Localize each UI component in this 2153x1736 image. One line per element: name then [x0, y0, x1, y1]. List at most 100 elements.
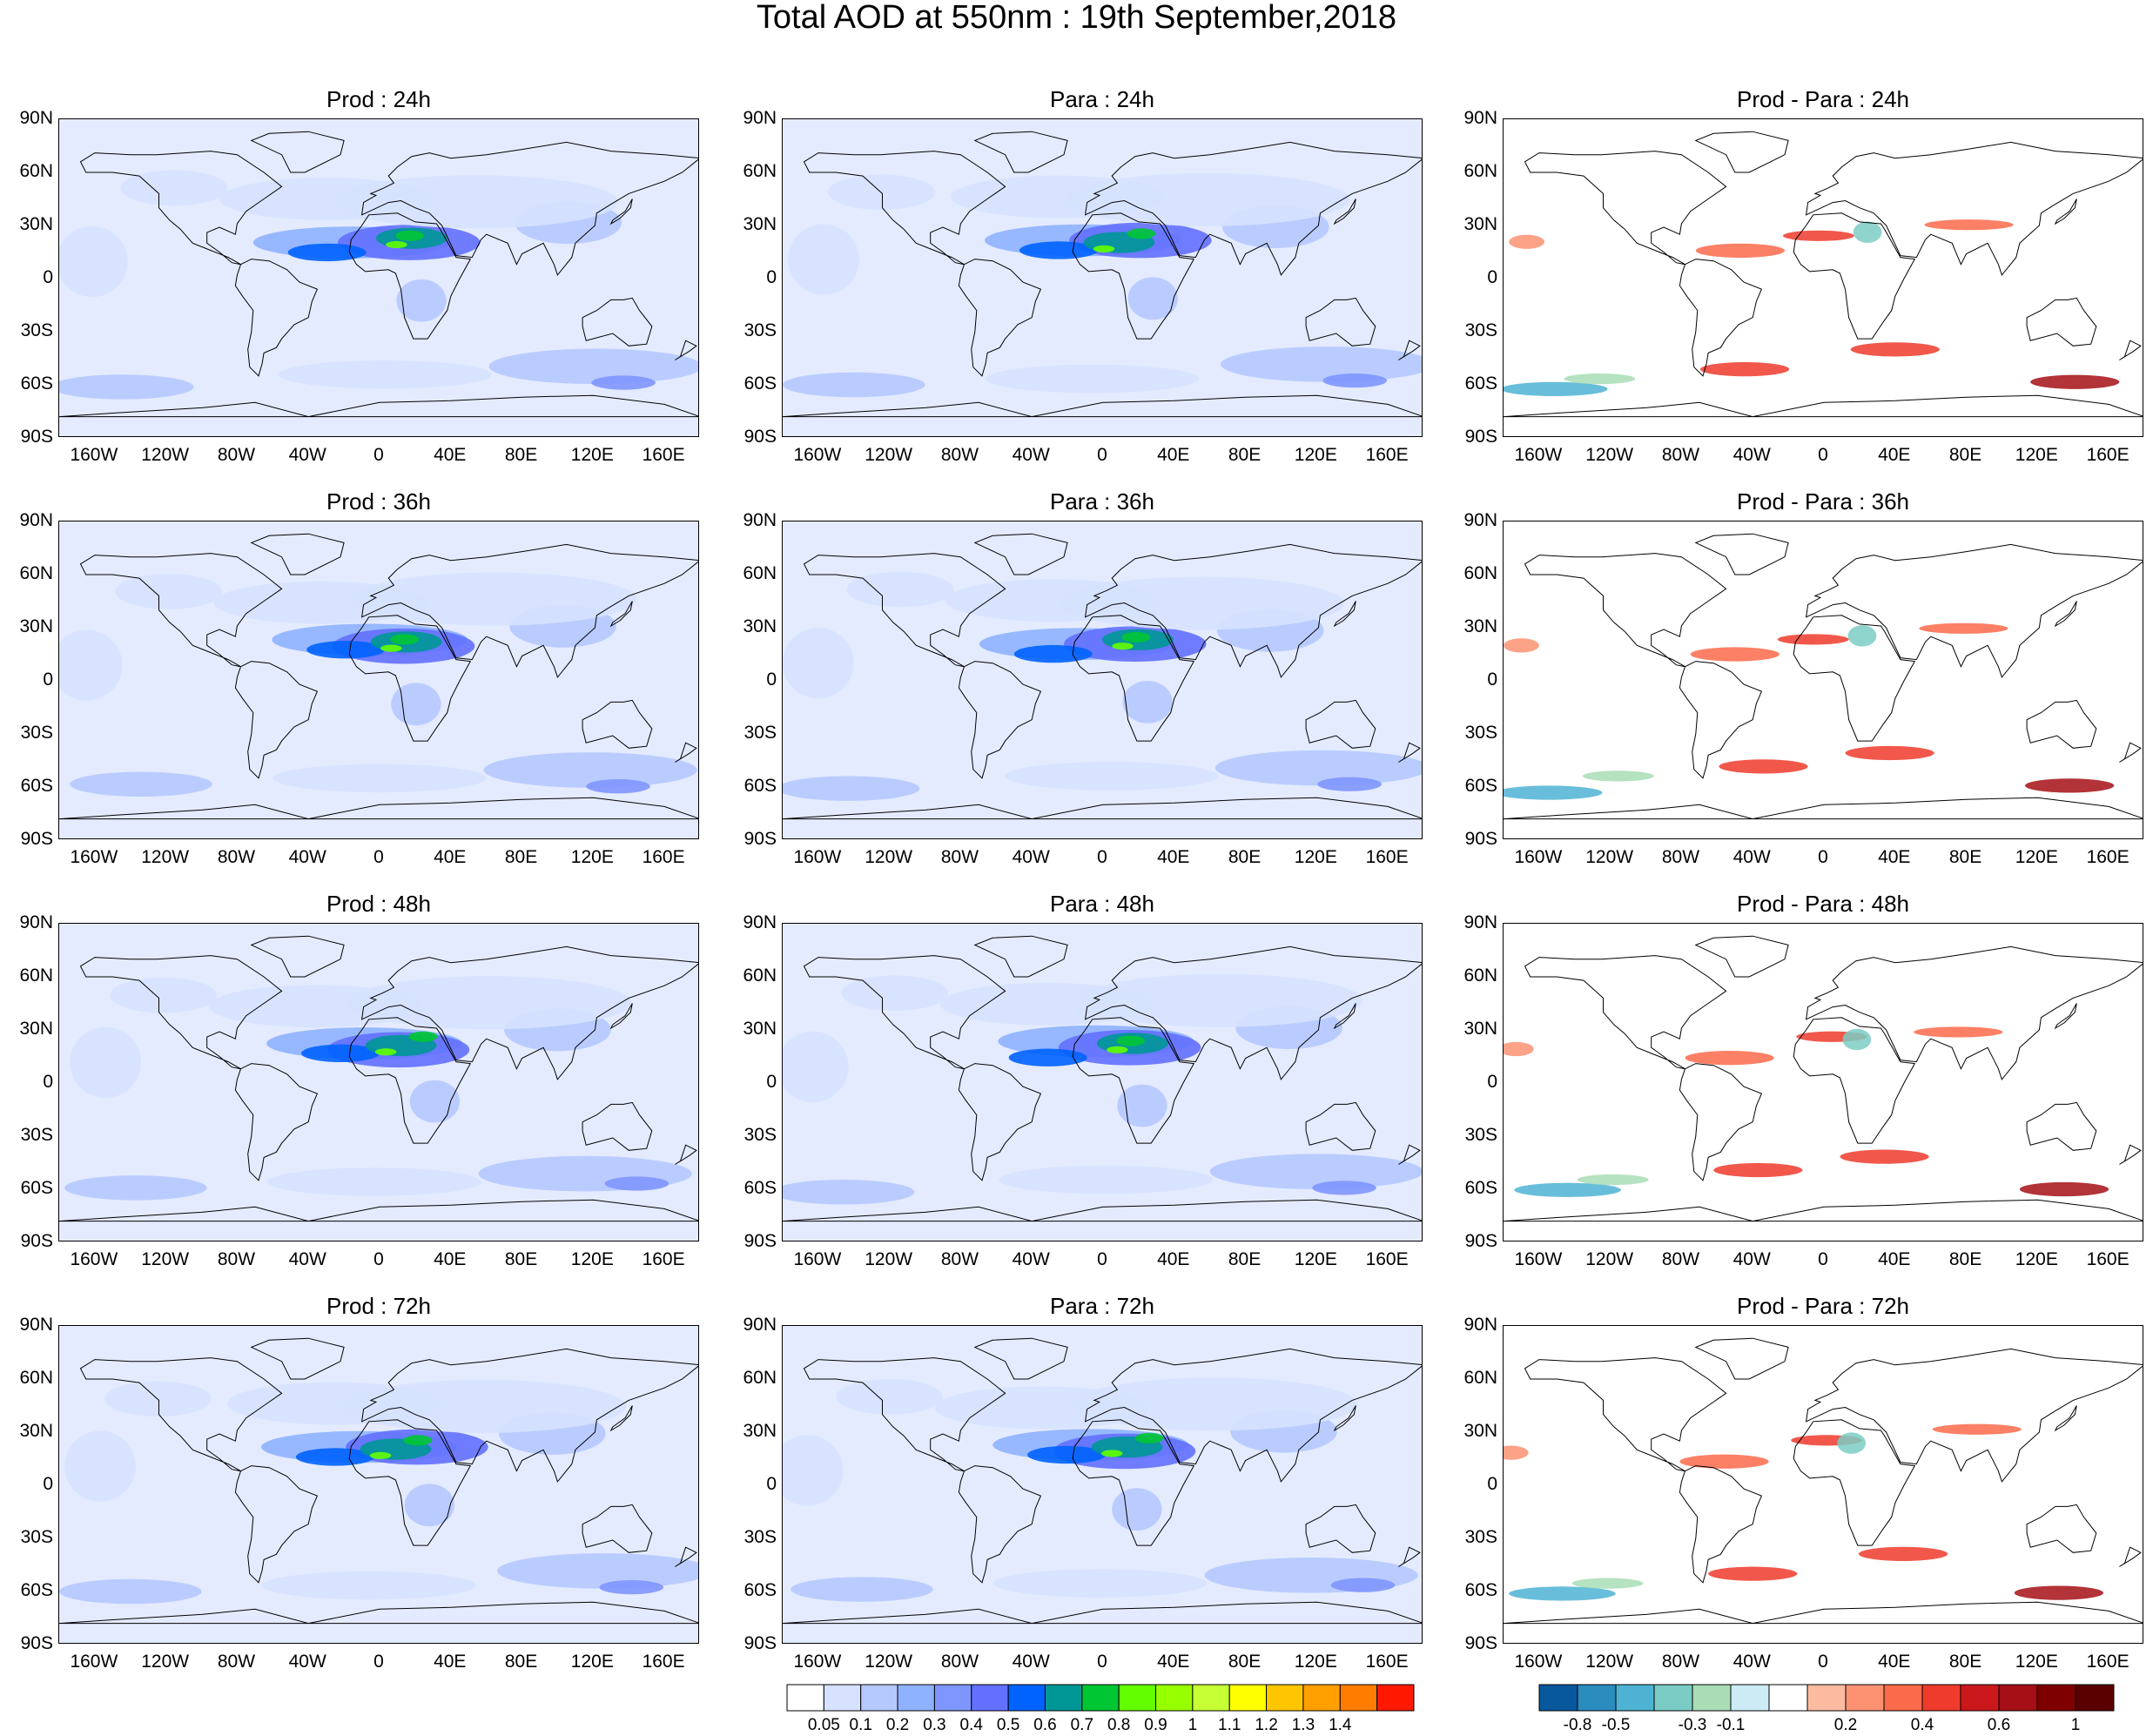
field-blob	[395, 230, 425, 241]
panel-title-diff-36: Prod - Para : 36h	[1737, 488, 1909, 515]
lon-tick-label: 0	[1097, 847, 1107, 867]
lon-tick-label: 40E	[1878, 445, 1911, 465]
colorbar-swatch	[1692, 1684, 1732, 1712]
coastline	[582, 1504, 653, 1553]
colorbar-swatch	[1807, 1684, 1847, 1712]
lon-tick-label: 120E	[570, 445, 614, 465]
colorbar-swatch	[1653, 1684, 1693, 1712]
field-blob	[783, 776, 920, 801]
aod-colorbar	[786, 1684, 1415, 1716]
lat-tick-label: 0	[1487, 1474, 1497, 1494]
lat-tick-label: 60S	[743, 373, 777, 394]
colorbar-swatch	[860, 1684, 898, 1712]
lon-tick-label: 80E	[1948, 1249, 1982, 1269]
lat-tick-label: 90N	[743, 108, 777, 128]
coastline	[59, 1199, 698, 1222]
lat-tick-label: 60N	[19, 966, 53, 986]
map-svg-diff-72	[1504, 1326, 2143, 1643]
coastline	[2026, 1504, 2097, 1553]
lon-tick-label: 160E	[642, 445, 685, 465]
colorbar-swatch	[1921, 1684, 1961, 1712]
field-blob	[1514, 1182, 1621, 1197]
map-prod-48	[58, 923, 699, 1241]
lon-tick-label: 120W	[865, 445, 913, 465]
lon-tick-label: 160W	[793, 445, 842, 465]
coastline	[348, 1017, 472, 1144]
colorbar-swatch	[1960, 1684, 2000, 1712]
lon-tick-label: 40E	[434, 847, 467, 867]
field-blob	[846, 571, 954, 608]
field-blob	[59, 1578, 202, 1605]
field-blob	[791, 1577, 933, 1602]
map-svg-para-24	[783, 119, 1422, 436]
lon-tick-label: 160W	[793, 1249, 842, 1269]
field-blob	[1127, 228, 1156, 239]
colorbar-label: 1.1	[1218, 1716, 1241, 1734]
coastline	[783, 394, 1422, 418]
field-blob	[1564, 373, 1636, 385]
lon-tick-label: 40W	[1732, 1652, 1771, 1672]
lat-tick-label: 0	[1487, 670, 1497, 690]
field-blob	[1919, 622, 2008, 634]
colorbar-swatch	[1883, 1684, 1923, 1712]
coastline	[2054, 1003, 2077, 1030]
lat-tick-label: 90S	[743, 1231, 777, 1251]
lat-tick-label: 90N	[19, 108, 53, 128]
field-blob	[1013, 644, 1093, 663]
lon-tick-label: 0	[373, 847, 384, 867]
coastline	[1072, 1017, 1195, 1144]
lon-tick-label: 80E	[1948, 847, 1982, 867]
colorbar-label: 0.6	[1987, 1716, 2011, 1734]
lon-tick-label: 80E	[504, 1652, 538, 1672]
coastline	[59, 797, 698, 820]
field-blob	[1932, 1423, 2022, 1435]
lat-tick-label: 90S	[20, 427, 53, 447]
lon-tick-label: 40W	[288, 847, 326, 867]
colorbar-swatch	[1192, 1684, 1230, 1712]
coastline	[675, 1144, 697, 1165]
coastline	[234, 661, 319, 779]
lon-tick-label: 0	[1818, 1652, 1828, 1672]
coastline	[973, 935, 1068, 978]
field-blob	[64, 1430, 136, 1502]
figure-title: Total AOD at 550nm : 19th September,2018	[756, 0, 1397, 36]
lon-tick-label: 120E	[1294, 1652, 1337, 1672]
coastline	[2026, 297, 2097, 347]
field-blob	[390, 634, 419, 645]
lon-tick-label: 160W	[1514, 1652, 1563, 1672]
coastline	[1679, 259, 1763, 377]
lon-tick-label: 80W	[217, 445, 256, 465]
lat-tick-label: 90S	[743, 829, 777, 849]
coastline	[803, 151, 1006, 266]
lon-tick-label: 80E	[504, 847, 538, 867]
lon-tick-label: 160W	[793, 1652, 842, 1672]
lat-tick-label: 30N	[743, 1019, 777, 1039]
field-blob	[352, 572, 637, 626]
panel-title-para-72: Para : 72h	[1050, 1293, 1154, 1319]
lon-tick-label: 160E	[1365, 445, 1409, 465]
lon-tick-label: 120W	[1585, 1652, 1634, 1672]
lat-tick-label: 30N	[1463, 616, 1497, 636]
lat-tick-label: 60S	[20, 1178, 53, 1198]
map-svg-prod-72	[59, 1326, 698, 1643]
lat-tick-label: 0	[1487, 267, 1497, 287]
field-blob	[341, 1379, 627, 1433]
lon-tick-label: 160W	[1514, 445, 1563, 465]
lat-tick-label: 30S	[1464, 1527, 1497, 1547]
field-blob	[59, 225, 128, 298]
lon-tick-label: 40W	[1732, 1249, 1771, 1269]
field-blob	[1695, 243, 1786, 259]
coastline	[2054, 198, 2077, 225]
map-para-24	[782, 118, 1423, 437]
coastline	[609, 1405, 633, 1432]
coastline	[1524, 553, 1727, 668]
coastline	[79, 151, 283, 266]
lon-tick-label: 120E	[570, 1249, 614, 1269]
lon-tick-label: 0	[1818, 445, 1828, 465]
lat-tick-label: 30S	[20, 320, 53, 340]
field-blob	[1093, 245, 1115, 252]
coastline	[958, 1063, 1042, 1181]
field-blob	[404, 1484, 454, 1527]
coastline	[1084, 945, 1422, 1080]
coastline	[675, 1546, 697, 1567]
